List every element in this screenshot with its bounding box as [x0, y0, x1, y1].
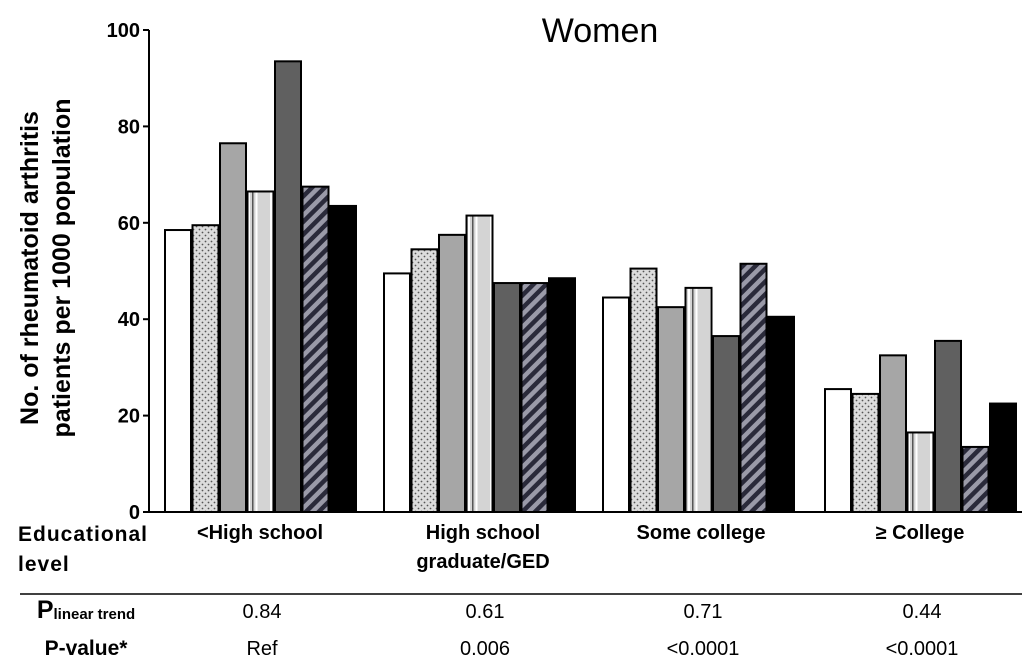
bar-g2-s3 [438, 233, 466, 513]
bar-g3-s7 [767, 315, 795, 514]
y-tick-label: 80 [118, 116, 140, 138]
y-tick-label: 60 [118, 213, 140, 235]
y-tick-label: 0 [129, 502, 140, 524]
stats-value: 0.006 [460, 638, 510, 660]
bar-g3-s3 [657, 306, 685, 513]
bars [149, 60, 1022, 514]
x-categories: <High school High school graduate/GED Some … [197, 522, 964, 573]
bar-g1-s5 [274, 60, 302, 514]
bar-g3-s6 [739, 262, 768, 513]
stats-value: 0.71 [684, 601, 723, 623]
bar-g1-s1 [164, 229, 192, 513]
bar-g1-s7 [329, 204, 357, 513]
bar-g2-s5 [493, 282, 521, 513]
bar-g3-s5 [712, 335, 740, 513]
stats-row-label: P-value* [45, 637, 129, 660]
stats-value: Ref [246, 638, 278, 660]
y-axis-label: No. of rheumatoid arthritis patients per … [16, 99, 76, 438]
y-tick-label: 20 [118, 406, 140, 428]
bar-g4-s6 [961, 445, 990, 513]
chart-title: Women [542, 12, 659, 50]
x-category-label: ≥ College [876, 522, 965, 544]
bar-g4-s3 [879, 354, 907, 513]
bar-g3-s4 [684, 286, 713, 513]
y-axis-label-line: patients per 1000 population [48, 99, 76, 438]
bar-g4-s7 [989, 402, 1017, 513]
bar-g1-s4 [246, 190, 275, 513]
y-tick-label: 40 [118, 309, 140, 331]
stats-value: 0.61 [466, 601, 505, 623]
bar-g1-s6 [301, 185, 330, 513]
bar-g1-s2 [191, 224, 220, 514]
x-axis-title: Educational level [18, 523, 148, 576]
stats-value: <0.0001 [667, 638, 740, 660]
x-category-label: High school [426, 522, 540, 544]
stats-value: 0.84 [243, 601, 282, 623]
x-category-label: <High school [197, 522, 323, 544]
bar-g4-s1 [824, 388, 852, 513]
stats-value: 0.44 [903, 601, 942, 623]
y-axis: 0 20 40 60 80 100 [107, 20, 150, 524]
x-axis-title-line: Educational [18, 523, 148, 546]
y-tick-label: 100 [107, 20, 140, 42]
stats-value: <0.0001 [886, 638, 959, 660]
x-axis-title-line: level [18, 553, 70, 576]
bar-g2-s7 [548, 277, 576, 514]
stats-row-label: Plinear trend [37, 596, 135, 624]
bar-g4-s4 [906, 431, 935, 513]
y-axis-label-line: No. of rheumatoid arthritis [16, 111, 44, 425]
x-category-label: Some college [637, 522, 766, 544]
bar-g2-s1 [383, 272, 411, 513]
stats-table: Plinear trend 0.84 0.61 0.71 0.44 P-value* Ref… [37, 596, 959, 660]
bar-g2-s6 [520, 282, 549, 513]
bar-g1-s3 [219, 142, 247, 514]
bar-g4-s5 [934, 339, 962, 514]
bar-g2-s2 [410, 248, 439, 513]
bar-g3-s2 [629, 267, 658, 513]
x-category-label: graduate/GED [416, 551, 549, 573]
bar-g4-s2 [851, 392, 880, 513]
bar-g2-s4 [465, 214, 494, 513]
bar-g3-s1 [602, 296, 630, 514]
